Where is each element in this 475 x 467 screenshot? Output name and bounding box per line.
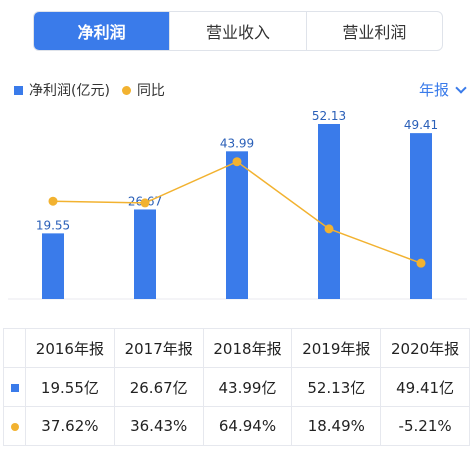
table-cell: 64.94% — [202, 406, 293, 446]
tab-revenue[interactable]: 营业收入 — [169, 12, 305, 50]
yoy-point-2020年报 — [416, 258, 426, 268]
bar-legend-label: 净利润(亿元) — [29, 83, 110, 99]
bar-value-label: 19.55 — [36, 218, 70, 232]
table-row-icon-cell — [3, 406, 26, 446]
bar-2018年报 — [226, 151, 248, 299]
bar-value-label: 43.99 — [220, 136, 254, 150]
table-corner-cell — [3, 328, 26, 368]
chevron-down-icon — [455, 81, 467, 94]
table-header-cell: 2017年报 — [113, 328, 204, 368]
tab-operating-profit[interactable]: 营业利润 — [305, 12, 442, 50]
table-header-cell: 2020年报 — [380, 328, 470, 368]
bar-legend-icon — [14, 85, 23, 95]
line-legend-label: 同比 — [136, 83, 165, 99]
table-header-cell: 2016年报 — [25, 328, 115, 368]
table-cell: 26.67亿 — [113, 367, 204, 407]
yoy-point-2018年报 — [232, 157, 242, 167]
table-cell: -5.21% — [380, 406, 470, 446]
table-header-cell: 2018年报 — [202, 328, 293, 368]
tab-net-profit[interactable]: 净利润 — [34, 12, 170, 50]
line-legend-icon — [121, 85, 131, 95]
table-header-cell: 2019年报 — [291, 328, 382, 368]
table-cell: 43.99亿 — [202, 367, 293, 407]
table-cell: 52.13亿 — [291, 367, 382, 407]
table-header-row: 2016年报 2017年报 2018年报 2019年报 2020年报 — [3, 328, 470, 368]
bar-square-icon — [10, 384, 19, 392]
bar-2016年报 — [42, 233, 64, 299]
yoy-point-2017年报 — [140, 198, 150, 208]
table-row-icon-cell — [3, 367, 26, 407]
bar-2017年报 — [134, 209, 156, 299]
bar-2020年报 — [410, 133, 432, 299]
yoy-point-2016年报 — [48, 196, 58, 206]
table-cell: 18.49% — [291, 406, 382, 446]
table-cell: 37.62% — [25, 406, 115, 446]
table-cell: 49.41亿 — [380, 367, 470, 407]
bar-value-label: 49.41 — [404, 118, 438, 132]
bar-series — [42, 123, 432, 299]
period-selector-label: 年报 — [418, 81, 449, 99]
table-cell: 19.55亿 — [25, 367, 115, 407]
tab-bar: 净利润 营业收入 营业利润 — [33, 11, 443, 51]
bar-2019年报 — [318, 123, 340, 299]
table-cell: 36.43% — [113, 406, 204, 446]
yoy-point-2019年报 — [324, 224, 334, 234]
line-dot-icon — [10, 423, 19, 431]
chart-legend: 净利润(亿元) 同比 — [14, 80, 165, 100]
table-row-yoy: 37.62% 36.43% 64.94% 18.49% -5.21% — [3, 406, 470, 446]
yoy-points — [48, 157, 426, 268]
data-table: 2016年报 2017年报 2018年报 2019年报 2020年报 19.55… — [3, 328, 470, 446]
table-row-net-profit: 19.55亿 26.67亿 43.99亿 52.13亿 49.41亿 — [3, 367, 470, 407]
period-selector[interactable]: 年报 — [418, 79, 467, 100]
bar-value-label: 52.13 — [312, 109, 346, 123]
